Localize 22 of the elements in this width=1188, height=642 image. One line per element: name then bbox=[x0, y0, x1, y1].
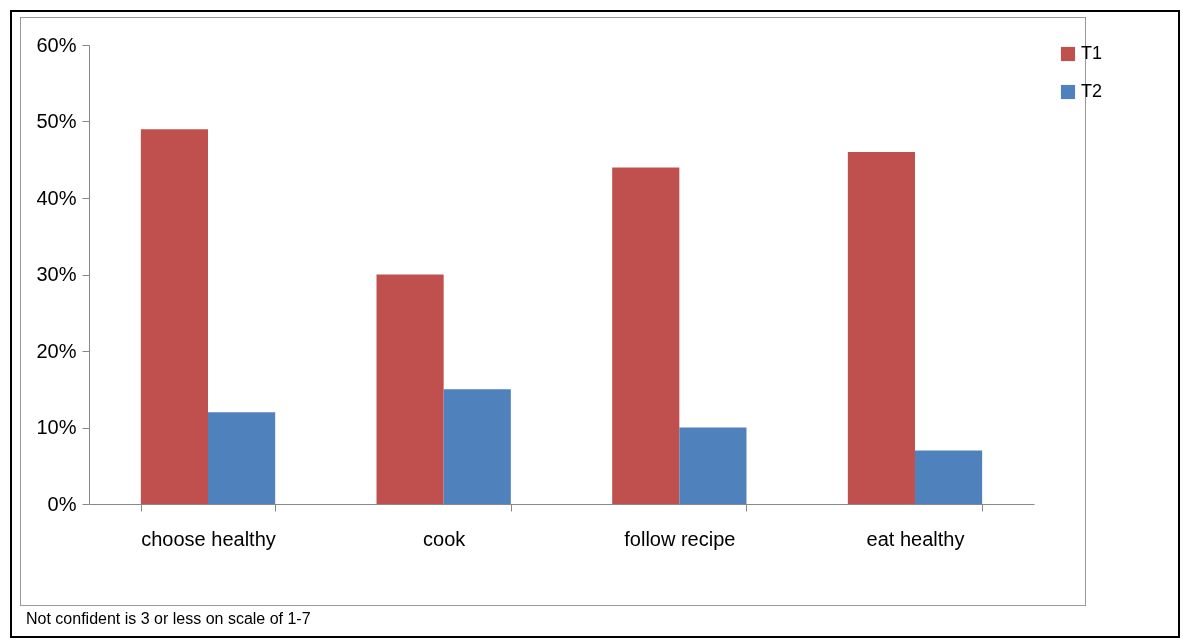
bar bbox=[443, 389, 511, 504]
y-tick-label: 20% bbox=[36, 339, 77, 362]
y-tick-label: 40% bbox=[36, 186, 77, 209]
x-tick-label: follow recipe bbox=[624, 527, 736, 550]
bar bbox=[847, 152, 915, 504]
y-tick-label: 50% bbox=[36, 110, 77, 132]
y-tick-label: 10% bbox=[36, 416, 77, 438]
y-tick-label: 0% bbox=[47, 492, 77, 515]
bar bbox=[679, 427, 747, 504]
bar bbox=[208, 412, 276, 504]
text: Not confident is 3 or less on scale of 1-7 bbox=[26, 610, 311, 628]
bar bbox=[140, 129, 209, 504]
bar bbox=[612, 167, 680, 504]
x-tick-label: cook bbox=[423, 527, 467, 550]
bar bbox=[376, 274, 444, 504]
x-tick-label: choose healthy bbox=[141, 527, 276, 550]
x-tick-label: eat healthy bbox=[866, 527, 965, 550]
bar bbox=[914, 450, 983, 504]
y-tick-label: 60% bbox=[36, 33, 77, 56]
legend-label: T1 bbox=[1081, 43, 1103, 63]
legend-label: T2 bbox=[1081, 81, 1103, 101]
y-tick-label: 30% bbox=[36, 263, 77, 285]
